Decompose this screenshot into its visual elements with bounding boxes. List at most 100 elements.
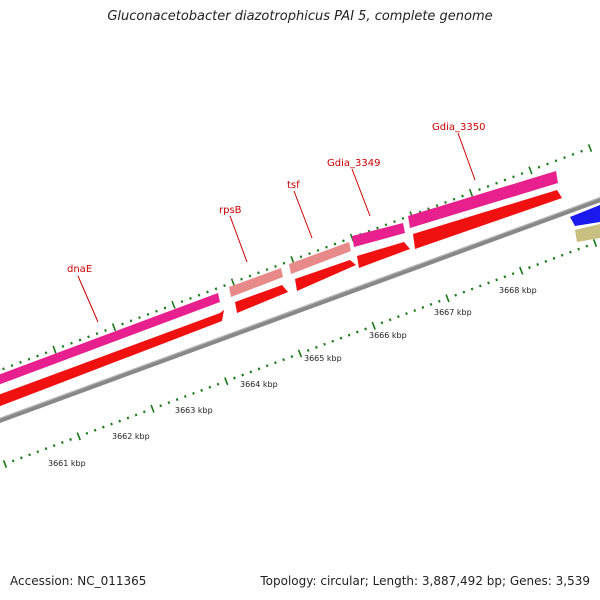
scale-major-tick — [150, 404, 155, 413]
scale-label-3662: 3662 kbp — [112, 432, 150, 441]
scale-minor-tick — [560, 253, 564, 257]
scale-minor-tick — [331, 339, 335, 343]
scale-minor-tick — [265, 364, 269, 368]
scale-major-tick — [2, 460, 8, 468]
gene-rpsB-feature[interactable] — [229, 268, 283, 297]
outer-minor-tick — [376, 226, 379, 230]
scale-minor-tick — [478, 284, 482, 288]
scale-minor-tick — [142, 410, 146, 414]
scale-minor-tick — [167, 401, 171, 405]
outer-minor-tick — [163, 306, 167, 310]
outer-minor-tick — [2, 367, 5, 371]
outer-minor-tick — [70, 341, 73, 345]
gene-Gdia3350-feature[interactable] — [408, 171, 558, 228]
cds-Gdia3349-arrow[interactable] — [357, 242, 410, 268]
outer-minor-tick — [61, 344, 65, 348]
scale-minor-tick — [585, 244, 589, 248]
scale-labels: 3661 kbp 3662 kbp 3663 kbp 3664 kbp 3665… — [48, 286, 537, 468]
scale-label-3667: 3667 kbp — [434, 308, 472, 317]
outer-minor-tick — [461, 194, 464, 198]
outer-minor-tick — [571, 152, 575, 156]
genome-summary-text: Topology: circular; Length: 3,887,492 bp… — [260, 574, 590, 588]
scale-minor-tick — [454, 293, 458, 297]
blue-feature-arrow[interactable] — [570, 205, 600, 226]
scale-minor-tick — [175, 398, 179, 402]
dnaE-leader — [77, 275, 99, 323]
tan-feature[interactable] — [575, 224, 600, 242]
outer-minor-tick — [384, 223, 388, 227]
outer-minor-tick — [512, 175, 515, 179]
scale-label-3663: 3663 kbp — [175, 406, 213, 415]
outer-minor-tick — [240, 277, 243, 281]
scale-minor-tick — [93, 428, 97, 432]
outer-minor-tick — [563, 156, 566, 160]
scale-major-tick — [297, 349, 303, 358]
scale-minor-tick — [110, 422, 113, 426]
scale-label-3665: 3665 kbp — [304, 354, 342, 363]
outer-minor-tick — [180, 300, 184, 304]
gene-Gdia3349-feature[interactable] — [352, 223, 405, 247]
outer-major-tick — [111, 323, 117, 332]
scale-minor-tick — [20, 456, 23, 460]
scale-minor-tick — [200, 388, 204, 392]
gene-track-forward — [0, 171, 558, 388]
outer-minor-tick — [342, 239, 345, 243]
outer-minor-tick — [478, 188, 481, 192]
outer-minor-tick — [333, 242, 337, 246]
gene-tsf-feature[interactable] — [289, 242, 351, 274]
scale-minor-tick — [192, 391, 195, 395]
outer-minor-tick — [393, 220, 396, 224]
accession-text: Accession: NC_011365 — [10, 574, 147, 588]
genome-backbone — [0, 197, 600, 423]
outer-minor-tick — [138, 316, 141, 320]
scale-minor-tick — [437, 299, 441, 303]
outer-minor-tick — [520, 172, 524, 176]
outer-minor-tick — [27, 357, 31, 361]
outer-minor-tick — [265, 268, 269, 272]
outer-minor-tick — [495, 181, 498, 185]
tick-row-outer — [2, 144, 593, 371]
scale-minor-tick — [290, 355, 294, 359]
tick-row-scale — [2, 239, 598, 468]
cds-Gdia3350-arrow[interactable] — [413, 190, 562, 249]
scale-label-3666: 3666 kbp — [369, 331, 407, 340]
scale-minor-tick — [396, 315, 400, 319]
cds-rpsB-arrow[interactable] — [235, 285, 288, 313]
outer-minor-tick — [546, 162, 549, 166]
scale-minor-tick — [503, 275, 507, 279]
Gdia3350-leader — [457, 132, 476, 181]
scale-minor-tick — [69, 437, 72, 441]
outer-minor-tick — [274, 264, 277, 268]
scale-minor-tick — [44, 447, 48, 451]
outer-minor-tick — [427, 207, 430, 211]
cds-dnaE-arrow[interactable] — [0, 310, 224, 410]
scale-minor-tick — [552, 256, 556, 260]
scale-minor-tick — [134, 413, 138, 417]
scale-minor-tick — [487, 281, 490, 285]
scale-minor-tick — [126, 416, 130, 420]
outer-major-tick — [230, 278, 236, 287]
scale-minor-tick — [544, 259, 548, 263]
scale-minor-tick — [159, 404, 163, 408]
scale-minor-tick — [216, 382, 220, 386]
outer-minor-tick — [325, 245, 328, 249]
scale-minor-tick — [347, 333, 351, 337]
gene-dnaE-feature[interactable] — [0, 293, 220, 388]
cds-tsf-arrow[interactable] — [295, 260, 356, 291]
scale-minor-tick — [413, 309, 417, 313]
scale-minor-tick — [274, 361, 277, 365]
scale-minor-tick — [339, 336, 343, 340]
scale-minor-tick — [536, 263, 540, 266]
genome-backbone-highlight — [0, 197, 600, 419]
scale-minor-tick — [355, 330, 359, 334]
scale-minor-tick — [257, 367, 261, 371]
outer-major-tick — [587, 144, 593, 152]
outer-minor-tick — [95, 332, 99, 336]
outer-minor-tick — [503, 178, 507, 182]
outer-major-tick — [468, 188, 474, 197]
rpsB-leader — [229, 215, 248, 263]
outer-minor-tick — [197, 293, 201, 297]
scale-minor-tick — [249, 370, 253, 374]
scale-minor-tick — [282, 358, 285, 362]
outer-major-tick — [52, 345, 57, 354]
